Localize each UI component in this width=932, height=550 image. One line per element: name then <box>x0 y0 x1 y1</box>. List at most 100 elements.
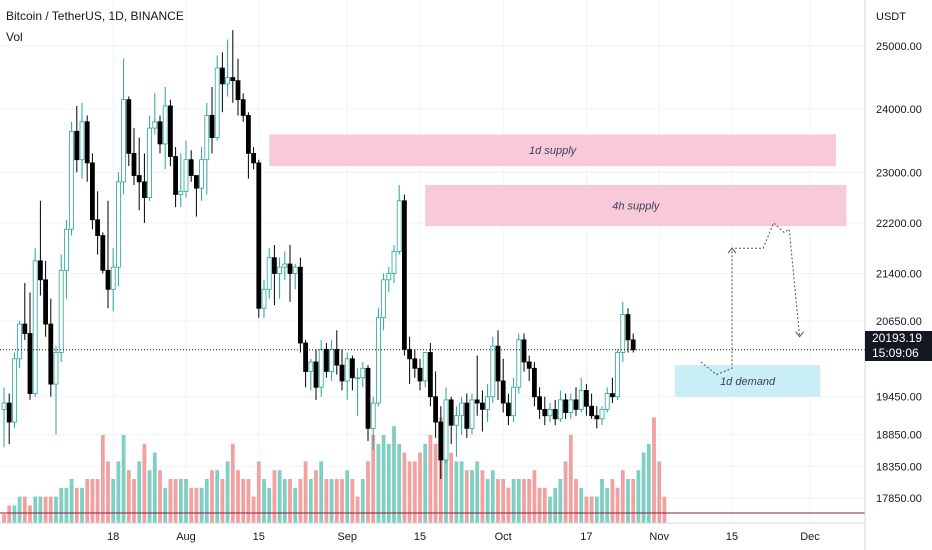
volume-bar <box>563 461 568 523</box>
volume-bar <box>568 435 573 523</box>
volume-bar <box>2 514 6 523</box>
candle-body <box>105 269 111 290</box>
volume-bar <box>184 479 188 523</box>
volume-bar <box>345 470 350 523</box>
candle-body <box>136 175 142 183</box>
volume-bar <box>459 461 464 523</box>
volume-bar <box>522 479 526 523</box>
volume-bar <box>605 487 610 523</box>
volume-bar <box>594 496 599 523</box>
candle-body <box>84 121 90 164</box>
volume-bars <box>2 417 667 523</box>
volume-bar <box>646 443 651 523</box>
candle-body <box>204 115 210 161</box>
volume-bar <box>256 461 261 523</box>
countdown: 15:09:06 <box>872 346 919 360</box>
candle-body <box>167 105 173 157</box>
y-tick-label: 23000.00 <box>876 167 922 179</box>
zone-supply <box>425 184 847 227</box>
volume-bar <box>558 479 563 523</box>
volume-bar <box>589 496 594 523</box>
volume-bar <box>111 479 116 523</box>
volume-bar <box>54 496 58 523</box>
candles <box>1 30 636 479</box>
chart-title: Bitcoin / TetherUS, 1D, BINANCE <box>6 9 184 23</box>
candle-body <box>329 348 335 372</box>
candle-body <box>225 77 231 85</box>
candle-body <box>308 361 314 372</box>
volume-bar <box>142 443 147 523</box>
volume-bar <box>189 487 194 523</box>
candle-body <box>386 273 392 281</box>
volume-bar <box>579 487 584 523</box>
volume-bar <box>95 479 100 523</box>
volume-bar <box>371 435 376 523</box>
candle-body <box>490 345 496 398</box>
candle-body <box>27 333 33 394</box>
volume-bar <box>511 479 516 523</box>
volume-bar <box>480 470 485 523</box>
candle-body <box>610 393 615 398</box>
volume-bar <box>215 470 220 523</box>
volume-bar <box>100 435 105 523</box>
volume-bar <box>360 479 365 523</box>
volume-bar <box>412 461 417 523</box>
candle-body <box>131 152 137 176</box>
candle-body <box>604 393 610 410</box>
volume-bar <box>329 479 334 523</box>
candle-body <box>297 266 303 344</box>
candle-body <box>157 121 163 145</box>
candle-body <box>271 257 277 274</box>
volume-bar <box>516 479 521 523</box>
volume-bar <box>272 470 277 523</box>
candle-body <box>469 399 475 429</box>
volume-bar <box>574 479 578 523</box>
candle-body <box>193 175 199 189</box>
volume-bar <box>501 479 506 523</box>
candle-body <box>537 396 542 410</box>
grid <box>0 0 865 523</box>
candle-body <box>516 339 522 388</box>
volume-bar <box>537 487 542 523</box>
y-tick-label: 21400.00 <box>876 268 922 280</box>
candle-body <box>287 263 293 274</box>
candle-body <box>22 323 28 334</box>
volume-bar <box>620 470 625 523</box>
volume-bar <box>496 479 500 523</box>
volume-bar <box>397 443 402 523</box>
volume-bar <box>641 452 646 523</box>
volume-bar <box>553 487 558 523</box>
x-tick-label: Aug <box>176 531 196 543</box>
volume-bar <box>251 496 256 523</box>
candle-body <box>578 390 584 410</box>
candle-body <box>183 159 189 192</box>
volume-bar <box>433 443 438 523</box>
candle-body <box>349 358 355 379</box>
volume-bar <box>506 487 511 523</box>
candle-body <box>162 105 168 145</box>
candle-body <box>256 162 262 309</box>
candle-body <box>370 402 376 429</box>
volume-bar <box>485 479 490 523</box>
candle-body <box>235 80 241 101</box>
candle-body <box>282 263 288 268</box>
zone-label: 1d supply <box>529 145 578 157</box>
x-tick-label: Dec <box>800 531 820 543</box>
volume-bar <box>199 487 204 523</box>
candle-body <box>448 399 454 426</box>
volume-bar <box>225 461 230 523</box>
candle-body <box>443 399 449 461</box>
candle-body <box>32 260 38 394</box>
volume-bar <box>74 487 79 523</box>
candle-body <box>542 408 548 417</box>
candle-body <box>334 348 340 366</box>
y-tick-label: 17850.00 <box>876 493 922 505</box>
candle-body <box>11 358 17 423</box>
candle-body <box>620 314 626 353</box>
candle-body <box>521 339 527 363</box>
volume-bar <box>204 479 209 523</box>
candle-body <box>209 115 215 138</box>
volume-bar <box>173 479 178 523</box>
candle-body <box>615 352 620 398</box>
